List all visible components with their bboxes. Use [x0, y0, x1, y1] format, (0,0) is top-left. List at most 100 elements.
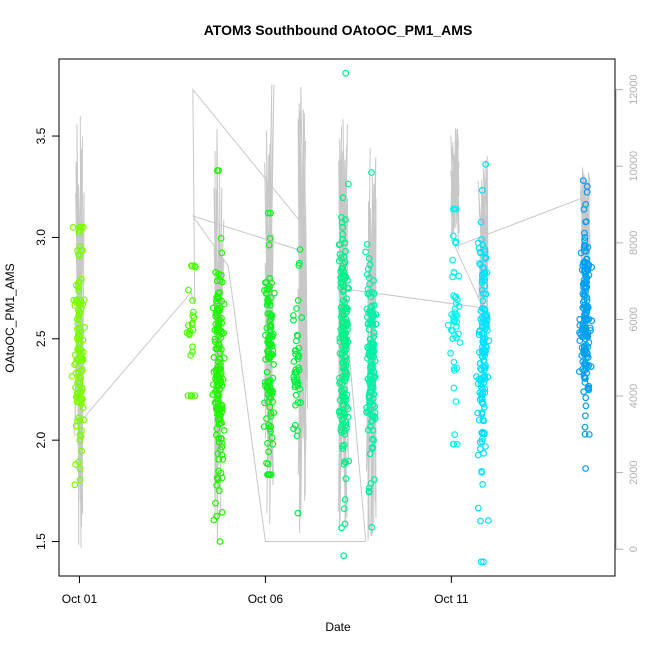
data-point	[219, 455, 227, 463]
data-point	[264, 209, 272, 217]
data-point	[345, 180, 352, 188]
data-point	[216, 277, 224, 284]
data-point	[267, 209, 274, 217]
data-point	[220, 427, 228, 434]
data-point	[75, 357, 83, 365]
data-point	[475, 416, 483, 424]
data-point	[75, 414, 83, 422]
data-point	[290, 373, 298, 381]
data-point	[367, 423, 374, 431]
data-point	[342, 475, 350, 483]
data-point	[480, 403, 488, 411]
data-point	[81, 324, 88, 331]
data-point	[335, 241, 343, 249]
data-point	[583, 188, 591, 196]
data-point	[480, 269, 488, 276]
data-point	[339, 223, 347, 231]
data-point	[78, 246, 85, 254]
data-point	[191, 262, 199, 270]
data-point	[72, 297, 80, 305]
data-point	[369, 379, 377, 387]
data-point	[215, 344, 223, 352]
data-point	[340, 271, 348, 279]
data-point	[366, 290, 373, 297]
data-point	[185, 286, 192, 294]
x-axis-label: Date	[325, 620, 351, 634]
data-point	[336, 350, 344, 357]
data-point	[368, 523, 376, 531]
data-point	[585, 271, 593, 279]
data-point	[291, 421, 299, 429]
data-point	[218, 408, 226, 416]
data-point	[265, 335, 273, 343]
data-point	[478, 286, 486, 294]
data-point	[215, 167, 222, 174]
data-point	[262, 382, 269, 390]
data-point	[366, 372, 374, 380]
data-point	[216, 386, 224, 394]
data-point	[344, 284, 351, 292]
data-point	[267, 315, 275, 323]
data-point	[267, 311, 275, 319]
data-point	[580, 229, 588, 237]
data-point	[266, 425, 274, 433]
data-point	[79, 348, 87, 356]
data-point	[261, 378, 269, 386]
data-point	[581, 301, 588, 309]
x-tick-label: Oct 06	[248, 592, 284, 606]
data-point	[77, 329, 85, 336]
data-point	[478, 435, 486, 443]
data-point	[344, 405, 352, 413]
data-point	[76, 465, 84, 473]
data-point	[477, 517, 484, 525]
data-point	[75, 344, 82, 352]
data-point	[265, 241, 273, 249]
data-point	[267, 412, 275, 420]
data-point	[340, 460, 348, 468]
data-point	[218, 249, 226, 257]
data-point	[478, 352, 486, 360]
data-point	[212, 499, 219, 507]
data-point	[336, 378, 344, 386]
data-point	[77, 395, 85, 403]
data-point	[479, 322, 486, 330]
data-point	[213, 277, 221, 285]
data-point	[212, 431, 220, 439]
data-point	[451, 305, 459, 313]
data-point	[296, 246, 304, 254]
data-point	[343, 424, 351, 432]
data-point	[450, 358, 458, 366]
data-point	[453, 296, 461, 304]
x-axis: Oct 01 Oct 06 Oct 11	[62, 575, 469, 606]
data-point	[220, 354, 228, 362]
data-point	[75, 250, 82, 258]
data-point	[481, 389, 489, 396]
data-point	[75, 308, 83, 316]
data-point	[368, 445, 376, 453]
data-point	[269, 440, 277, 448]
data-point	[474, 451, 482, 459]
data-point	[211, 335, 219, 343]
data-point	[76, 417, 83, 425]
data-point	[364, 265, 372, 273]
y-tick-label: 1.5	[34, 533, 48, 550]
data-point	[269, 398, 277, 406]
data-point	[367, 358, 375, 366]
data-point	[478, 348, 486, 356]
data-point	[450, 440, 458, 448]
data-point	[339, 336, 347, 344]
data-point	[341, 353, 349, 360]
data-point	[449, 327, 456, 335]
data-point	[474, 504, 482, 512]
data-point	[479, 241, 486, 249]
data-point	[75, 287, 83, 295]
data-point	[450, 205, 457, 213]
data-point	[452, 299, 460, 307]
data-point	[268, 279, 276, 287]
data-point	[290, 358, 298, 365]
data-point	[480, 305, 488, 313]
data-point	[213, 292, 221, 300]
data-point	[77, 375, 84, 383]
data-point	[370, 436, 378, 444]
data-point	[216, 538, 224, 545]
